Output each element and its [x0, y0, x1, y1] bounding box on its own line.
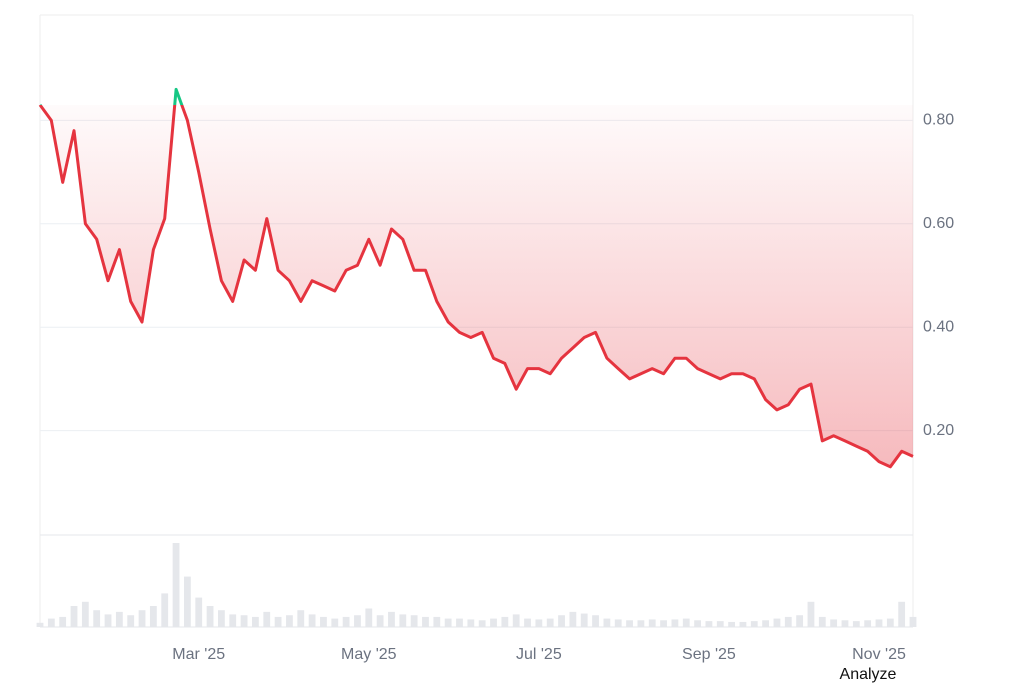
volume-bar: [308, 614, 316, 627]
x-tick-label: Jul '25: [516, 646, 562, 663]
volume-bar: [864, 620, 872, 627]
volume-bar: [762, 620, 770, 627]
volume-bar: [252, 616, 259, 627]
volume-bar: [830, 619, 838, 627]
volume-bar: [478, 620, 486, 627]
y-tick-label: 0.40: [923, 318, 954, 335]
volume-bar: [909, 616, 917, 627]
volume-bar: [875, 619, 883, 627]
volume-bar: [886, 618, 894, 627]
volume-bar: [671, 619, 679, 627]
volume-bar: [161, 593, 169, 627]
volume-bar: [716, 621, 724, 627]
y-tick-label: 0.60: [923, 215, 954, 232]
volume-bar: [614, 619, 622, 627]
volume-bar: [626, 620, 633, 627]
volume-bar: [81, 601, 89, 627]
volume-bar: [898, 601, 906, 627]
volume-bar: [682, 618, 690, 627]
volume-bar: [784, 616, 792, 627]
volume-bar: [399, 614, 407, 627]
volume-bar: [467, 619, 475, 627]
volume-bar: [218, 610, 225, 627]
volume-bar: [70, 606, 78, 627]
volume-bar: [739, 621, 747, 627]
volume-bar: [512, 614, 520, 627]
volume-bar: [569, 611, 577, 627]
volume-bar: [807, 601, 815, 627]
volume-bar: [580, 613, 588, 627]
volume-bar: [263, 611, 271, 627]
volume-bar: [59, 616, 67, 627]
volume-bar: [444, 618, 452, 627]
volume-bar: [546, 618, 554, 627]
price-line: [38, 87, 914, 469]
volume-bar: [274, 616, 282, 627]
volume-bar: [456, 618, 463, 627]
volume-bar: [592, 615, 599, 627]
analyze-button[interactable]: Analyze: [840, 666, 897, 683]
volume-bar: [524, 618, 531, 627]
area: [40, 104, 913, 467]
x-tick-label: Mar '25: [172, 646, 225, 663]
volume-bar: [331, 618, 339, 627]
volume-bar: [172, 543, 180, 627]
volume-bar: [841, 620, 849, 627]
volume-bar: [535, 619, 543, 627]
volume-bar: [728, 621, 735, 627]
volume-bar: [183, 576, 191, 627]
volume-bar: [852, 621, 860, 627]
volume-bar: [376, 615, 384, 627]
volume-bar: [297, 610, 305, 627]
volume-bar: [637, 620, 645, 627]
y-tick-label: 0.20: [923, 422, 954, 439]
volume-bar: [818, 616, 826, 627]
volume-bar: [501, 616, 509, 627]
volume-bar: [127, 615, 135, 627]
volume-bar: [93, 610, 101, 627]
y-tick-label: 0.80: [923, 112, 954, 129]
volume-bar: [422, 616, 429, 627]
volume-bar: [229, 614, 237, 627]
x-tick-label: Nov '25: [852, 646, 906, 663]
volume-bar: [354, 615, 361, 627]
volume-bar: [773, 618, 781, 627]
volume-bar: [36, 622, 44, 627]
volume-bar: [342, 616, 350, 627]
volume-bar: [558, 615, 565, 627]
volume-bar: [47, 618, 55, 627]
volume-bar: [603, 618, 611, 627]
volume-bar: [648, 619, 656, 627]
volume-bar: [138, 610, 146, 627]
volume-bar: [286, 615, 293, 627]
volume-bar: [490, 618, 497, 627]
volume-bar: [206, 606, 214, 627]
volume-bar: [104, 614, 112, 627]
volume-bar: [433, 616, 441, 627]
volume-bar: [705, 621, 713, 627]
volume-bar: [240, 615, 248, 627]
volume-bar: [365, 608, 373, 627]
volume-bar: [195, 597, 203, 627]
volume-bar: [660, 620, 667, 627]
volume-bar: [149, 606, 157, 627]
volume-bar: [115, 611, 123, 627]
volume-bar: [388, 611, 395, 627]
volume-bar: [796, 615, 804, 627]
volume-bar: [694, 620, 701, 627]
volume-bar: [750, 621, 758, 627]
volume-bar: [410, 615, 418, 627]
volume-bar: [320, 616, 327, 627]
x-tick-label: Sep '25: [682, 646, 736, 663]
x-tick-label: May '25: [341, 646, 397, 663]
